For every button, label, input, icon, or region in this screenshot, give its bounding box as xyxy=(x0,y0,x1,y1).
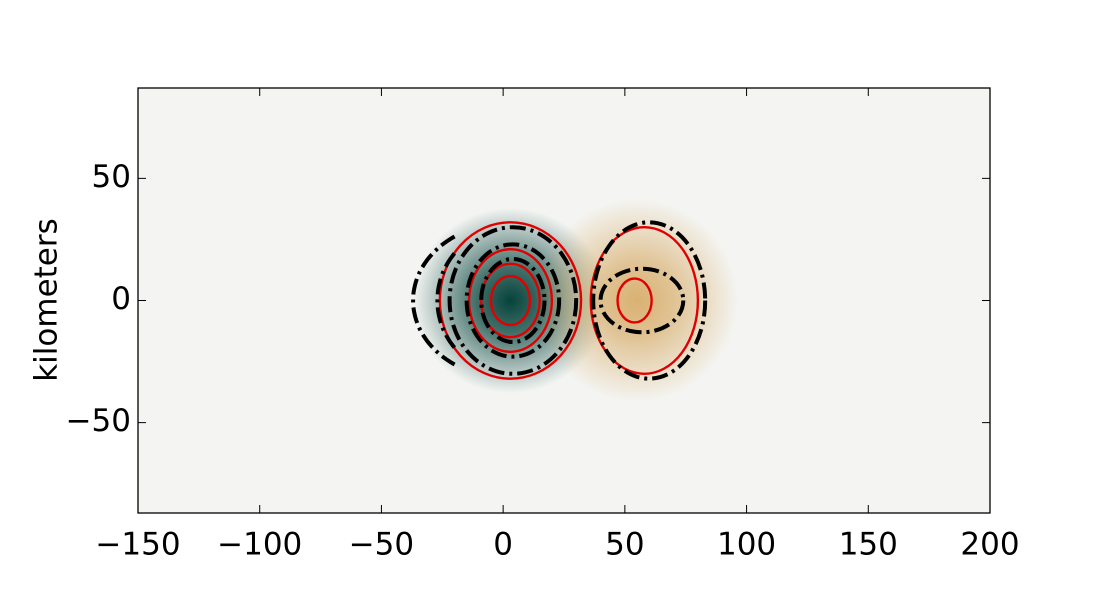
contour-arc xyxy=(435,252,457,349)
contour xyxy=(489,274,532,327)
x-tick-label: 150 xyxy=(839,527,898,563)
x-tick-label: −50 xyxy=(349,527,414,563)
field xyxy=(534,197,740,404)
contour xyxy=(616,277,653,324)
y-axis-label: kilometers xyxy=(29,218,65,382)
contour xyxy=(464,242,562,359)
contour xyxy=(467,248,554,353)
contour xyxy=(591,220,708,381)
x-tick-label: 0 xyxy=(493,527,513,563)
contour xyxy=(480,262,541,339)
contour xyxy=(438,221,583,380)
y-tick-label: −50 xyxy=(66,403,131,439)
x-tick-label: 200 xyxy=(960,527,1019,563)
y-tick-label: 50 xyxy=(92,159,131,195)
contour-arc xyxy=(411,234,456,367)
contour xyxy=(598,266,686,335)
x-tick-label: −150 xyxy=(95,527,180,563)
x-tick-label: 50 xyxy=(605,527,644,563)
x-tick-label: 100 xyxy=(717,527,776,563)
contour xyxy=(447,225,579,376)
plot-area xyxy=(411,197,740,404)
contour xyxy=(479,256,547,345)
y-tick-label: 0 xyxy=(111,281,131,317)
contour xyxy=(589,226,700,375)
x-tick-label: −100 xyxy=(217,527,302,563)
